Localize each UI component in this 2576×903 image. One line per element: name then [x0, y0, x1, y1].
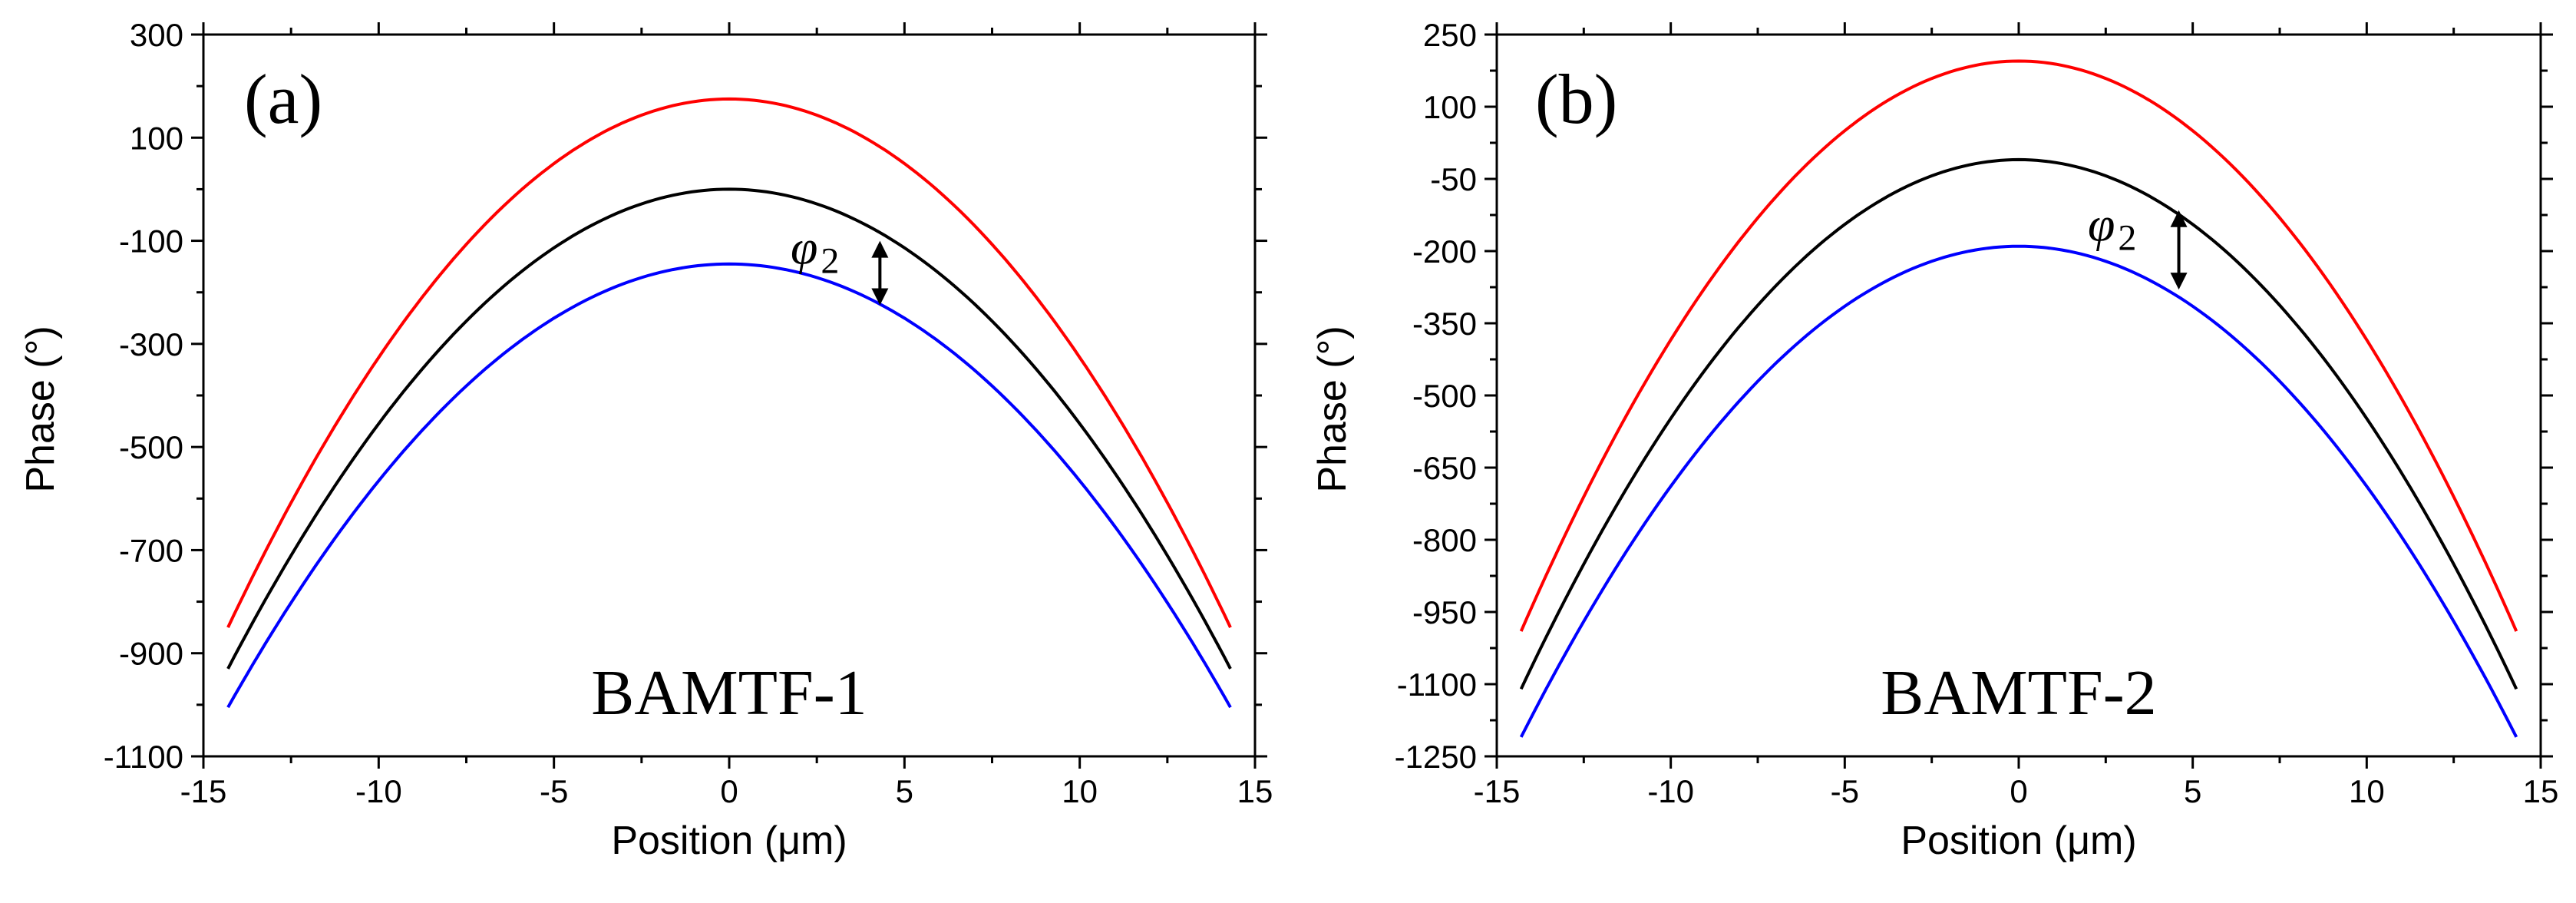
phi-arrow-head-up — [2170, 210, 2188, 227]
y-tick-label: -950 — [1412, 594, 1477, 630]
phi-symbol: φ — [791, 220, 817, 275]
y-tick-label: 250 — [1423, 17, 1477, 53]
phi-arrow-head-down — [871, 288, 889, 306]
y-tick-label: -900 — [119, 636, 183, 672]
phi-label: φ2 — [2088, 197, 2136, 258]
phi-symbol: φ — [2088, 197, 2115, 251]
series-line-blue — [226, 262, 1232, 709]
y-tick-label: -50 — [1430, 161, 1477, 197]
phi-label: φ2 — [791, 220, 839, 282]
y-tick-label: -350 — [1412, 306, 1477, 342]
x-tick-label: 5 — [896, 773, 913, 809]
x-tick-label: 15 — [1237, 773, 1273, 809]
phi-arrow-head-down — [2170, 273, 2188, 290]
y-tick-label: -800 — [1412, 522, 1477, 558]
y-tick-label: -1100 — [104, 739, 183, 775]
sample-label: BAMTF-2 — [1881, 657, 2156, 729]
y-tick-label: -650 — [1412, 450, 1477, 486]
y-tick-label: -500 — [1412, 378, 1477, 414]
series-line-blue — [1519, 244, 2518, 738]
x-tick-label: -15 — [1474, 773, 1521, 809]
x-tick-label: 5 — [2184, 773, 2201, 809]
x-tick-label: 10 — [2349, 773, 2385, 809]
chart-panel-a: -15 -10 -5 0 5 10 15 300 100 -100 -300 -500 -700 -900… — [18, 17, 1273, 863]
y-axis-title: Phase (°) — [18, 326, 63, 492]
plot-frame — [1495, 33, 2542, 758]
x-tick-label: -10 — [1647, 773, 1694, 809]
chart-panel-b: -15 -10 -5 0 5 10 15250100-50-200-350-500-650-… — [1310, 17, 2558, 863]
phi-subscript: 2 — [821, 241, 839, 282]
phi-arrow-head-up — [871, 240, 889, 258]
x-tick-label: 10 — [1062, 773, 1098, 809]
y-tick-label: -200 — [1412, 233, 1477, 270]
series-line-black — [226, 187, 1232, 670]
panel-label: (b) — [1535, 60, 1617, 138]
x-tick-label: -5 — [1831, 773, 1859, 809]
y-tick-label: -700 — [119, 532, 183, 568]
y-tick-label: -100 — [119, 223, 183, 260]
series-line-black — [1519, 157, 2518, 690]
x-tick-label: 0 — [2010, 773, 2027, 809]
y-tick-label: 300 — [130, 17, 183, 53]
x-axis-title: Position (μm) — [611, 819, 847, 863]
x-tick-label: 15 — [2523, 773, 2559, 809]
y-axis-title: Phase (°) — [1310, 326, 1355, 492]
y-tick-label: -500 — [119, 429, 183, 465]
x-axis-title: Position (μm) — [1901, 819, 2136, 863]
phi-subscript: 2 — [2118, 217, 2136, 258]
x-tick-label: -5 — [540, 773, 568, 809]
x-tick-label: 0 — [720, 773, 738, 809]
series-line-red — [1519, 59, 2518, 632]
y-tick-label: 100 — [1423, 89, 1477, 125]
series-line-red — [226, 97, 1232, 628]
x-tick-label: -15 — [180, 773, 227, 809]
plot-frame — [202, 33, 1257, 758]
sample-label: BAMTF-1 — [591, 657, 867, 729]
y-tick-label: -300 — [119, 326, 183, 362]
panel-label: (a) — [244, 60, 322, 138]
y-tick-label: -1100 — [1397, 666, 1477, 703]
y-tick-label: -1250 — [1395, 739, 1477, 775]
x-tick-label: -10 — [355, 773, 402, 809]
y-tick-label: 100 — [130, 120, 183, 156]
